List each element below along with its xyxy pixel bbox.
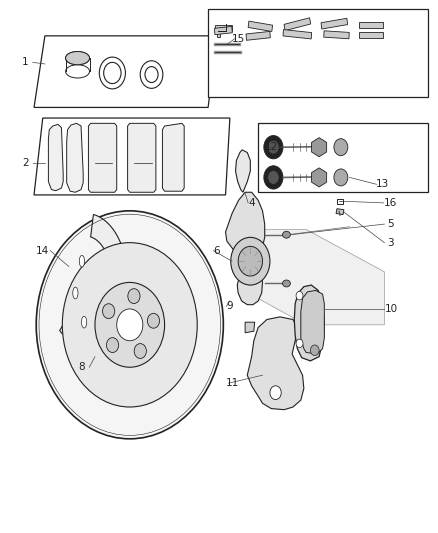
Polygon shape: [284, 18, 311, 30]
Polygon shape: [127, 123, 156, 192]
Circle shape: [264, 135, 283, 159]
Polygon shape: [162, 123, 184, 191]
Text: 9: 9: [226, 301, 233, 311]
Circle shape: [268, 140, 279, 154]
Polygon shape: [236, 150, 251, 192]
Ellipse shape: [66, 52, 89, 64]
Circle shape: [334, 139, 348, 156]
Text: 16: 16: [384, 198, 398, 208]
Polygon shape: [248, 21, 272, 31]
Circle shape: [95, 282, 165, 367]
Text: 2: 2: [22, 158, 28, 168]
Circle shape: [231, 237, 270, 285]
Ellipse shape: [66, 52, 89, 64]
Text: 1: 1: [22, 58, 28, 67]
Polygon shape: [245, 322, 254, 333]
Bar: [208, 10, 428, 97]
Ellipse shape: [81, 317, 87, 328]
Circle shape: [62, 243, 197, 407]
Polygon shape: [294, 285, 324, 361]
Text: 8: 8: [78, 362, 85, 372]
Ellipse shape: [79, 255, 85, 267]
Text: 10: 10: [385, 304, 397, 314]
Text: 4: 4: [248, 198, 255, 208]
Circle shape: [334, 169, 348, 186]
Circle shape: [270, 386, 281, 400]
Ellipse shape: [283, 280, 290, 287]
Polygon shape: [359, 31, 383, 38]
Circle shape: [296, 292, 303, 300]
Polygon shape: [239, 229, 385, 325]
Bar: [258, 123, 428, 192]
Ellipse shape: [104, 62, 121, 84]
Text: 6: 6: [213, 246, 220, 256]
Polygon shape: [215, 25, 232, 31]
Polygon shape: [34, 118, 230, 195]
Polygon shape: [336, 199, 343, 204]
Circle shape: [102, 304, 115, 319]
Polygon shape: [88, 123, 117, 192]
Polygon shape: [34, 36, 217, 108]
Ellipse shape: [99, 57, 125, 89]
Polygon shape: [60, 214, 127, 346]
Circle shape: [128, 289, 140, 303]
Polygon shape: [48, 124, 63, 191]
Polygon shape: [246, 31, 270, 41]
Polygon shape: [311, 138, 327, 157]
Circle shape: [106, 338, 119, 352]
Ellipse shape: [66, 64, 89, 78]
Text: 13: 13: [375, 179, 389, 189]
Polygon shape: [301, 290, 324, 354]
Circle shape: [134, 344, 146, 359]
Ellipse shape: [140, 61, 163, 88]
Polygon shape: [247, 317, 304, 410]
Circle shape: [296, 339, 303, 348]
Ellipse shape: [73, 287, 78, 299]
Text: 11: 11: [226, 378, 239, 388]
Ellipse shape: [283, 231, 290, 238]
Text: 12: 12: [265, 142, 278, 152]
Polygon shape: [67, 123, 83, 192]
Polygon shape: [336, 209, 344, 215]
Text: 15: 15: [232, 34, 245, 44]
Polygon shape: [217, 28, 228, 37]
Circle shape: [264, 166, 283, 189]
Text: 14: 14: [36, 246, 49, 256]
Circle shape: [117, 309, 143, 341]
Text: 3: 3: [388, 238, 394, 248]
Ellipse shape: [145, 67, 158, 83]
Polygon shape: [215, 27, 232, 35]
Polygon shape: [359, 22, 383, 28]
Circle shape: [311, 345, 319, 356]
Text: 5: 5: [388, 219, 394, 229]
Polygon shape: [226, 192, 265, 305]
Circle shape: [238, 246, 262, 276]
Circle shape: [36, 211, 223, 439]
Circle shape: [148, 313, 159, 328]
Polygon shape: [321, 18, 348, 29]
Polygon shape: [283, 30, 312, 39]
Polygon shape: [324, 31, 349, 39]
Circle shape: [268, 171, 279, 184]
Polygon shape: [311, 168, 327, 187]
